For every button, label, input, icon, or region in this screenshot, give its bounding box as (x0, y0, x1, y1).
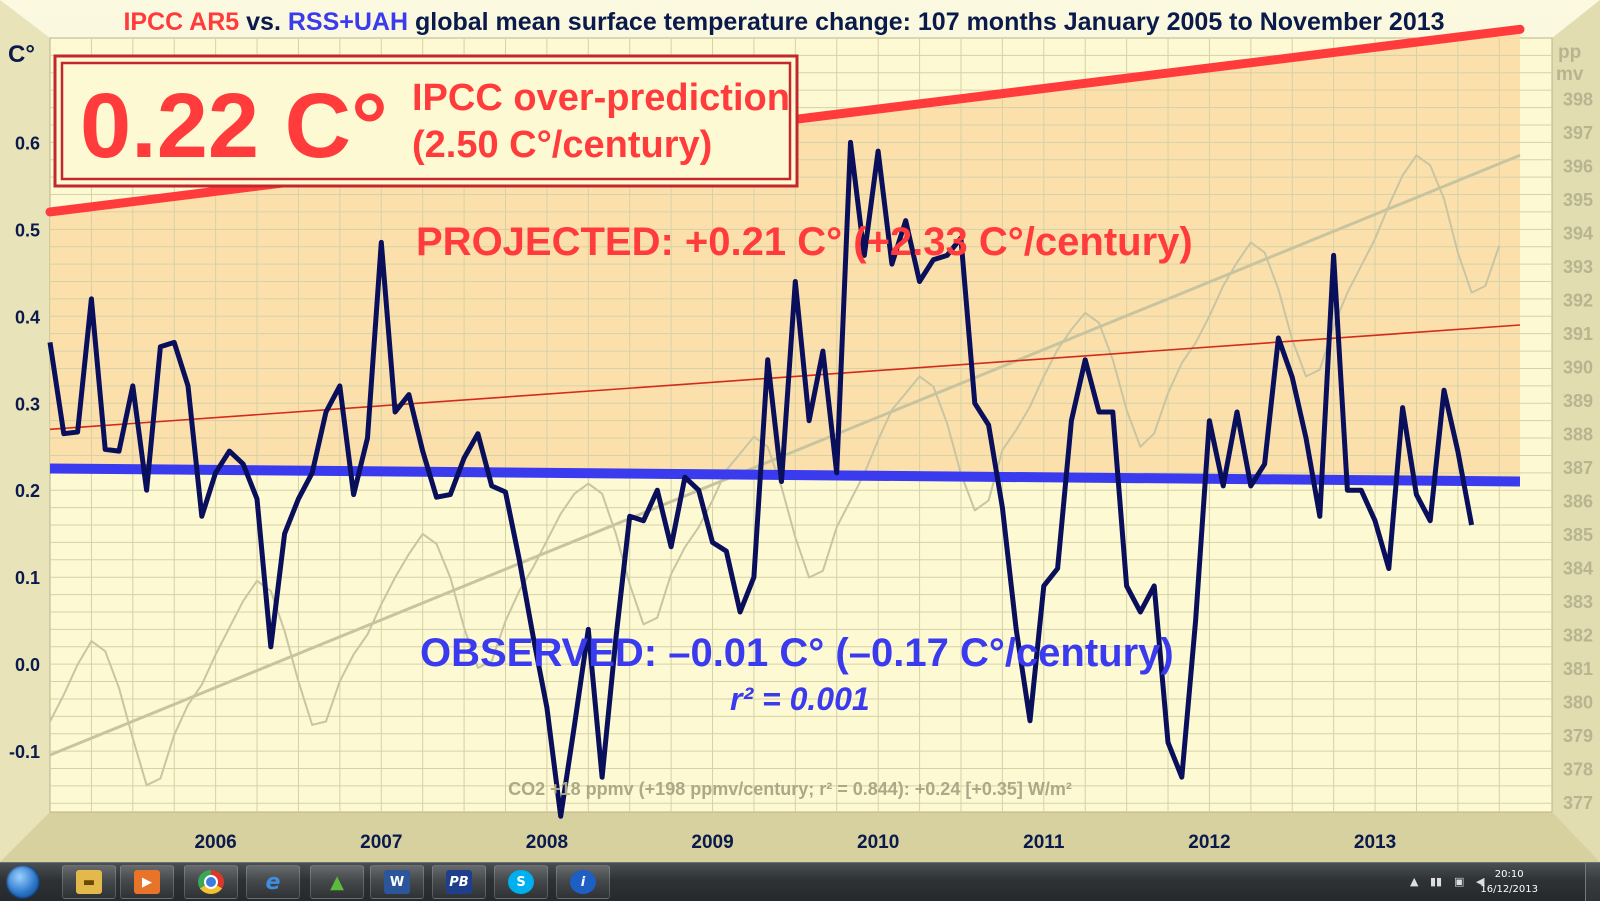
observed-trend-line (49, 463, 1521, 487)
taskbar-pb[interactable]: PB (432, 865, 486, 899)
x-tick-label: 2006 (194, 832, 236, 853)
temperature-line (47, 139, 1475, 819)
right-tick-label: 377 (1563, 793, 1593, 813)
right-tick-label: 388 (1563, 424, 1593, 444)
right-axis-ticks: 398 397 396 395 394 393 392 391 390 389 388 387 386 3… (1563, 89, 1593, 813)
right-tick-label: 396 (1563, 156, 1593, 176)
thin-red-trend-line (49, 324, 1521, 431)
right-tick-label: 392 (1563, 290, 1593, 310)
show-desktop-button[interactable] (1585, 863, 1600, 901)
right-tick-label: 398 (1563, 89, 1593, 109)
signal-icon[interactable]: ▮▮ (1430, 875, 1443, 888)
left-tick-label: 0.5 (15, 220, 40, 240)
observed-label: OBSERVED: –0.01 C° (–0.17 C°/century) (420, 631, 1174, 675)
taskbar: ▬ ▶ e ▲ W PB S i ▲ ▮▮ ▣ ◀ 20:10 16/12/20… (0, 862, 1600, 901)
word-icon: W (384, 870, 410, 894)
right-tick-label: 389 (1563, 391, 1593, 411)
taskbar-app[interactable]: ▲ (310, 865, 364, 899)
skype-icon: S (508, 870, 534, 894)
title-part-vs: vs. (239, 8, 288, 36)
speaker-icon[interactable]: ◀ (1476, 875, 1485, 888)
right-tick-label: 382 (1563, 625, 1593, 645)
right-tick-label: 380 (1563, 692, 1593, 712)
right-tick-label: 385 (1563, 525, 1593, 545)
folder-icon: ▬ (76, 870, 102, 894)
x-tick-label: 2011 (1023, 832, 1065, 853)
left-tick-label: 0.1 (15, 568, 40, 588)
right-tick-label: 384 (1563, 558, 1593, 578)
right-tick-label: 386 (1563, 491, 1593, 511)
pb-icon: PB (446, 870, 472, 894)
power-icon[interactable]: ▣ (1454, 875, 1465, 888)
headline-line1: IPCC over-prediction (412, 77, 790, 119)
r2-label: r² = 0.001 (730, 681, 870, 717)
left-tick-label: 0.0 (15, 655, 40, 675)
x-tick-label: 2008 (526, 832, 568, 853)
right-tick-label: 395 (1563, 190, 1593, 210)
taskbar-chrome[interactable] (184, 865, 238, 899)
left-tick-label: -0.1 (9, 742, 40, 762)
co2-label: CO2 +18 ppmv (+198 ppmv/century; r² = 0.… (508, 779, 1072, 799)
projected-label: PROJECTED: +0.21 C° (+2.33 C°/century) (416, 220, 1193, 264)
taskbar-folder[interactable]: ▬ (62, 865, 116, 899)
x-tick-label: 2009 (691, 832, 733, 853)
x-axis-ticks: 2006 2007 2008 2009 2010 2011 2012 2013 (194, 832, 1396, 853)
title-part-ipcc: IPCC AR5 (123, 8, 239, 36)
left-tick-label: 0.6 (15, 133, 40, 153)
x-tick-label: 2012 (1188, 832, 1230, 853)
right-tick-label: 397 (1563, 123, 1593, 143)
right-tick-label: 394 (1563, 223, 1593, 243)
chart-title: IPCC AR5 vs. RSS+UAH global mean surface… (123, 8, 1444, 36)
x-tick-label: 2007 (360, 832, 402, 853)
x-tick-label: 2010 (857, 832, 899, 853)
right-tick-label: 393 (1563, 257, 1593, 277)
title-part-rss: RSS+UAH (288, 8, 408, 36)
taskbar-word[interactable]: W (370, 865, 424, 899)
start-button[interactable] (6, 865, 40, 899)
headline-box: 0.22 C° IPCC over-prediction (2.50 C°/ce… (53, 54, 799, 188)
left-tick-label: 0.2 (15, 481, 40, 501)
clock-time: 20:10 (1494, 869, 1524, 880)
x-tick-label: 2013 (1354, 832, 1396, 853)
right-tick-label: 383 (1563, 592, 1593, 612)
tray-up-arrow-icon[interactable]: ▲ (1410, 875, 1419, 888)
left-tick-label: 0.3 (15, 394, 40, 414)
left-tick-label: 0.4 (15, 307, 40, 327)
right-tick-label: 381 (1563, 659, 1593, 679)
clock-date: 16/12/2013 (1480, 884, 1538, 895)
right-tick-label: 391 (1563, 324, 1593, 344)
taskbar-ie[interactable]: e (246, 865, 300, 899)
left-axis-ticks: 0.6 0.5 0.4 0.3 0.2 0.1 0.0 -0.1 (9, 133, 40, 762)
taskbar-skype[interactable]: S (494, 865, 548, 899)
left-axis-label: C° (8, 41, 35, 68)
media-player-icon: ▶ (134, 870, 160, 894)
right-tick-label: 379 (1563, 726, 1593, 746)
app-icon: ▲ (330, 871, 344, 893)
title-part-rest: global mean surface temperature change: … (408, 8, 1445, 36)
clock[interactable]: 20:10 16/12/2013 (1480, 867, 1538, 897)
right-tick-label: 390 (1563, 357, 1593, 377)
right-axis-label-2: mv (1556, 64, 1584, 85)
headline-line2: (2.50 C°/century) (412, 124, 712, 166)
taskbar-info[interactable]: i (556, 865, 610, 899)
system-tray: ▲ ▮▮ ▣ ◀ 20:10 16/12/2013 (1370, 863, 1600, 901)
right-tick-label: 378 (1563, 759, 1593, 779)
chrome-icon (198, 870, 224, 894)
headline-value: 0.22 C° (80, 75, 388, 177)
chart: IPCC AR5 vs. RSS+UAH global mean surface… (0, 0, 1600, 862)
info-icon: i (570, 870, 596, 894)
right-axis-label-1: pp (1558, 42, 1581, 63)
ie-icon: e (265, 869, 281, 895)
right-tick-label: 387 (1563, 458, 1593, 478)
taskbar-media[interactable]: ▶ (120, 865, 174, 899)
